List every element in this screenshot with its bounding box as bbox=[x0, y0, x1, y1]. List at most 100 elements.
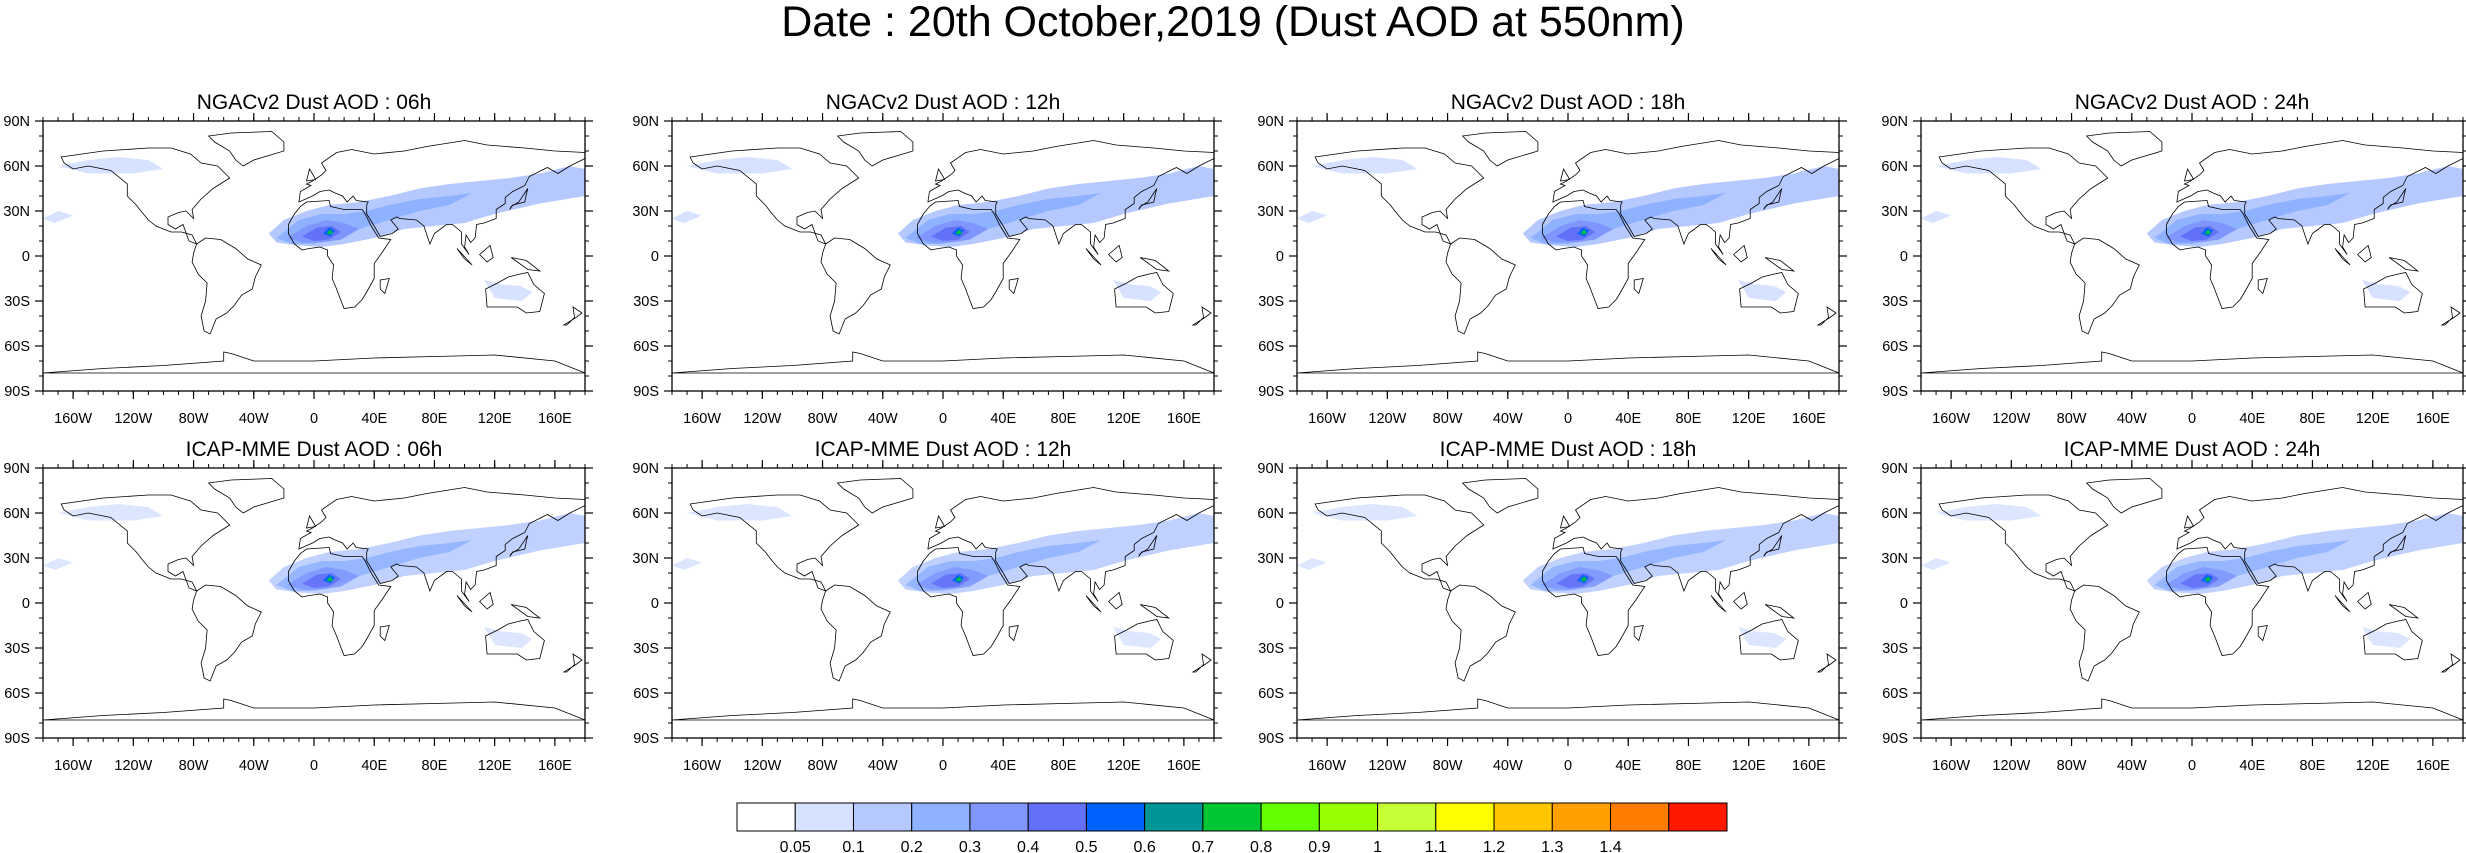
coastline-12 bbox=[510, 257, 542, 272]
x-tick-label: 40W bbox=[239, 758, 269, 774]
colorbar-label: 1.1 bbox=[1425, 839, 1447, 853]
x-tick-label: 80E bbox=[1676, 758, 1702, 774]
coastline-2 bbox=[820, 237, 891, 335]
coastline-1 bbox=[60, 147, 231, 245]
coastline-9 bbox=[2387, 188, 2407, 210]
y-tick-label: 60N bbox=[3, 506, 30, 522]
dust-plume-3 bbox=[1921, 211, 1952, 223]
colorbar-swatch bbox=[1493, 802, 1553, 832]
y-tick-label: 0 bbox=[22, 249, 30, 265]
colorbar-swatch bbox=[1085, 802, 1146, 832]
y-tick-label: 0 bbox=[1900, 249, 1908, 265]
x-tick-label: 120W bbox=[114, 411, 152, 427]
panel-title: ICAP-MME Dust AOD : 18h bbox=[1440, 438, 1697, 461]
y-tick-label: 30S bbox=[1882, 294, 1908, 310]
panel-title: ICAP-MME Dust AOD : 12h bbox=[815, 438, 1072, 461]
x-tick-label: 120W bbox=[1992, 758, 2030, 774]
coastline-8 bbox=[934, 167, 946, 182]
y-tick-label: 90S bbox=[1258, 731, 1284, 747]
x-tick-label: 160E bbox=[2416, 758, 2450, 774]
dust-plume-2 bbox=[1936, 504, 2042, 521]
x-tick-label: 160W bbox=[1308, 758, 1346, 774]
coastline-7 bbox=[1920, 698, 2464, 721]
dust-plume-2 bbox=[58, 504, 164, 521]
colorbar-swatch bbox=[1610, 802, 1670, 832]
coastline-12 bbox=[2388, 604, 2420, 619]
coastline-14 bbox=[2440, 306, 2461, 326]
map-panel-8: 160W 120W 80W 40W 0 40E 80E 120E 160E 90N 60N 30N 0 3… bbox=[1881, 438, 2466, 774]
map-panel-2: 160W 120W 80W 40W 0 40E 80E 120E 160E 90N 60N 30N 0 3… bbox=[632, 91, 1222, 427]
y-tick-label: 0 bbox=[1900, 596, 1908, 612]
colorbar-swatch bbox=[1144, 802, 1204, 832]
x-tick-label: 80W bbox=[2057, 758, 2087, 774]
x-tick-label: 80E bbox=[1676, 411, 1702, 427]
x-tick-label: 80W bbox=[179, 411, 209, 427]
coastline-14 bbox=[1816, 653, 1837, 673]
coastlines bbox=[42, 131, 586, 374]
coastline-6 bbox=[2363, 272, 2423, 314]
dust-plume-7 bbox=[2362, 280, 2411, 301]
coastline-5 bbox=[927, 487, 1215, 602]
coastline-10 bbox=[2334, 248, 2351, 266]
dust-plume-3 bbox=[672, 211, 703, 223]
y-tick-label: 90N bbox=[632, 461, 659, 477]
colorbar-swatch bbox=[911, 802, 971, 832]
coastline-5 bbox=[2176, 140, 2464, 255]
coastline-1 bbox=[60, 494, 231, 592]
x-tick-label: 0 bbox=[2188, 758, 2196, 774]
dust-core-3 bbox=[2205, 230, 2211, 234]
dust-core-3 bbox=[1581, 577, 1587, 581]
x-tick-label: 160E bbox=[1167, 411, 1201, 427]
y-tick-label: 60S bbox=[633, 339, 659, 355]
colorbar-label: 0.5 bbox=[1075, 839, 1097, 853]
coastline-3 bbox=[207, 478, 285, 514]
y-tick-label: 90N bbox=[632, 114, 659, 130]
coastline-4 bbox=[288, 547, 392, 656]
coastline-4 bbox=[917, 200, 1021, 309]
map-panel-5: 160W 120W 80W 40W 0 40E 80E 120E 160E 90N 60N 30N 0 3… bbox=[3, 438, 593, 774]
coastline-2 bbox=[2069, 237, 2140, 335]
coastline-2 bbox=[820, 584, 891, 682]
x-tick-label: 40E bbox=[361, 411, 387, 427]
y-tick-label: 60S bbox=[1258, 339, 1284, 355]
x-tick-label: 0 bbox=[310, 758, 318, 774]
x-tick-label: 160W bbox=[54, 758, 92, 774]
coastline-3 bbox=[207, 131, 285, 167]
colorbar-label: 0.9 bbox=[1308, 839, 1330, 853]
dust-aod-field bbox=[1297, 157, 1839, 301]
dust-core-3 bbox=[327, 230, 333, 234]
coastline-6 bbox=[1114, 619, 1174, 661]
coastline-8 bbox=[1559, 167, 1571, 182]
coastline-2 bbox=[2069, 584, 2140, 682]
y-tick-label: 90S bbox=[633, 384, 659, 400]
colorbar-swatch bbox=[1318, 802, 1379, 832]
x-tick-label: 160E bbox=[1792, 411, 1826, 427]
x-tick-label: 160E bbox=[1167, 758, 1201, 774]
dust-plume-7 bbox=[484, 627, 533, 648]
x-tick-label: 40W bbox=[1493, 758, 1523, 774]
y-tick-label: 90N bbox=[3, 461, 30, 477]
colorbar-label: 1.3 bbox=[1541, 839, 1563, 853]
y-tick-label: 0 bbox=[1276, 249, 1284, 265]
coastline-1 bbox=[1314, 147, 1485, 245]
x-tick-label: 40W bbox=[2117, 758, 2147, 774]
map-panel-3: 160W 120W 80W 40W 0 40E 80E 120E 160E 90N 60N 30N 0 3… bbox=[1257, 91, 1847, 427]
y-tick-label: 30N bbox=[1881, 204, 1908, 220]
y-tick-label: 30S bbox=[1258, 641, 1284, 657]
coastline-7 bbox=[1920, 351, 2464, 374]
y-tick-label: 0 bbox=[22, 596, 30, 612]
colorbar-swatch bbox=[1260, 802, 1320, 832]
dust-plume-7 bbox=[484, 280, 533, 301]
coastline-13 bbox=[1008, 278, 1019, 295]
coastline-5 bbox=[298, 140, 586, 255]
x-tick-label: 120E bbox=[478, 411, 512, 427]
x-tick-label: 0 bbox=[2188, 411, 2196, 427]
x-tick-label: 120W bbox=[114, 758, 152, 774]
x-tick-label: 40E bbox=[990, 411, 1016, 427]
dust-plume-3 bbox=[1297, 558, 1328, 570]
y-tick-label: 90N bbox=[1881, 461, 1908, 477]
dust-aod-field bbox=[672, 504, 1214, 648]
y-tick-label: 30N bbox=[3, 551, 30, 567]
y-tick-label: 60N bbox=[1257, 506, 1284, 522]
x-tick-label: 40E bbox=[2239, 411, 2265, 427]
